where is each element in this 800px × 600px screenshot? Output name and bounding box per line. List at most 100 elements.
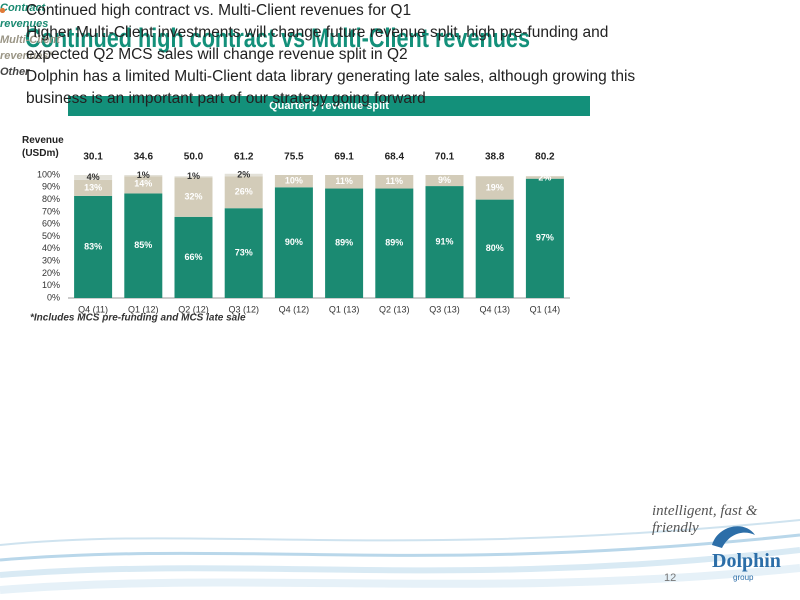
logo-sub: group: [733, 573, 754, 582]
data-label: 89%: [385, 238, 403, 248]
y-tick-label: 90%: [42, 182, 60, 192]
total-label: 70.1: [435, 152, 455, 163]
title-area: Continued high contract vs Multi-Client …: [25, 23, 530, 53]
bar-segment: [74, 179, 113, 196]
bar-segment: [224, 208, 263, 298]
x-tick-label: Q4 (13): [479, 304, 510, 314]
data-label: 1%: [137, 170, 150, 180]
data-label: 2%: [237, 169, 250, 179]
page-number: 12: [664, 572, 677, 584]
total-label: 30.1: [83, 152, 103, 163]
x-tick-label: Q2 (12): [178, 304, 209, 314]
data-label: 80%: [486, 243, 504, 253]
data-label: 89%: [335, 238, 353, 248]
x-tick-label: Q1 (14): [530, 304, 561, 314]
x-tick-label: Q1 (13): [329, 304, 360, 314]
data-label: 83%: [84, 241, 102, 251]
bullet-text: Continued high contract vs. Multi-Client…: [26, 2, 412, 19]
total-label: 34.6: [134, 152, 154, 163]
legend-entry: Other: [0, 66, 30, 78]
data-label: 14%: [134, 179, 152, 189]
y-tick-label: 80%: [42, 194, 60, 204]
data-label: 2%: [538, 172, 551, 182]
data-label: 10%: [285, 176, 303, 186]
tagline: intelligent, fast & friendly: [652, 503, 758, 536]
data-label: 66%: [184, 252, 202, 262]
bar-segment: [174, 177, 213, 217]
slide-title: Continued high contract vs Multi-Client …: [25, 23, 530, 53]
data-label: 26%: [235, 187, 253, 197]
y-tick-label: 20%: [42, 268, 60, 278]
y-tick-label: 0%: [47, 292, 60, 302]
chart: Quarterly revenue split *Includes MCS pr…: [30, 96, 590, 324]
y-tick-label: 30%: [42, 255, 60, 265]
bar-segment: [525, 176, 564, 179]
total-label: 80.2: [535, 152, 555, 163]
data-label: 97%: [536, 233, 554, 243]
total-label: 61.2: [234, 152, 254, 163]
x-tick-label: Q2 (13): [379, 304, 410, 314]
data-label: 1%: [187, 171, 200, 181]
data-label: 11%: [335, 176, 353, 186]
bar-segment: [174, 216, 213, 298]
bullet-item: Dolphin has a limited Multi-Client data …: [0, 8, 666, 110]
bar-segment: [174, 176, 213, 178]
bullet-list: Continued high contract vs. Multi-Client…: [0, 0, 666, 110]
bar-segment: [224, 176, 263, 209]
bar-segment: [475, 176, 514, 200]
bar-segment: [124, 175, 163, 177]
data-label: 9%: [438, 175, 451, 185]
bar-segment: [425, 186, 464, 298]
bar-segment: [475, 199, 514, 298]
legend-entry: Contract revenues: [0, 2, 49, 30]
bar-segment: [375, 188, 414, 298]
data-label: 90%: [285, 237, 303, 247]
bullet-item: Higher Multi-Client investments will cha…: [0, 8, 666, 66]
x-tick-label: Q4 (11): [78, 304, 108, 314]
data-label: 32%: [184, 192, 202, 202]
x-tick-label: Q4 (12): [279, 304, 310, 314]
bar-segment: [325, 175, 364, 189]
data-label: 4%: [87, 172, 100, 182]
bar-segment: [274, 187, 313, 298]
bar-segment: [425, 175, 464, 187]
total-label: 75.5: [284, 152, 304, 163]
bar-segment: [375, 175, 414, 189]
x-tick-label: Q3 (12): [228, 304, 259, 314]
data-label: 19%: [486, 182, 504, 192]
y-tick-label: 10%: [42, 280, 60, 290]
total-label: 69.1: [334, 152, 354, 163]
x-tick-label: Q1 (12): [128, 304, 159, 314]
chart-title: Quarterly revenue split: [269, 100, 389, 112]
y-axis-label: Revenue (USDm): [22, 135, 64, 159]
y-tick-label: 100%: [37, 169, 60, 179]
bar-segment: [124, 176, 163, 194]
bullet-item: Continued high contract vs. Multi-Client…: [0, 0, 666, 22]
bar-segment: [224, 173, 263, 177]
total-label: 68.4: [385, 152, 405, 163]
bullet-dot: [0, 8, 5, 13]
bullet-text: Dolphin has a limited Multi-Client data …: [26, 68, 636, 107]
logo-name: Dolphin: [712, 550, 781, 572]
y-tick-label: 70%: [42, 206, 60, 216]
data-label: 11%: [386, 176, 404, 186]
data-label: 91%: [435, 236, 453, 246]
bullet-text: Higher Multi-Client investments will cha…: [26, 24, 609, 63]
legend-entry: Multi-Client revenues*: [0, 34, 60, 62]
data-label: 13%: [84, 182, 102, 192]
bar-segment: [74, 195, 113, 298]
x-tick-label: Q3 (13): [429, 304, 460, 314]
data-label: 85%: [134, 240, 152, 250]
bar-segment: [525, 178, 564, 298]
y-tick-label: 60%: [42, 219, 60, 229]
y-tick-label: 50%: [42, 231, 60, 241]
y-tick-label: 40%: [42, 243, 60, 253]
bar-segment: [325, 188, 364, 298]
legend: Contract revenues Multi-Client revenues* O…: [0, 0, 80, 80]
chart-banner: [68, 96, 590, 116]
bar-segment: [74, 175, 113, 180]
total-label: 38.8: [485, 152, 505, 163]
footnote: *Includes MCS pre-funding and MCS late s…: [30, 313, 246, 324]
